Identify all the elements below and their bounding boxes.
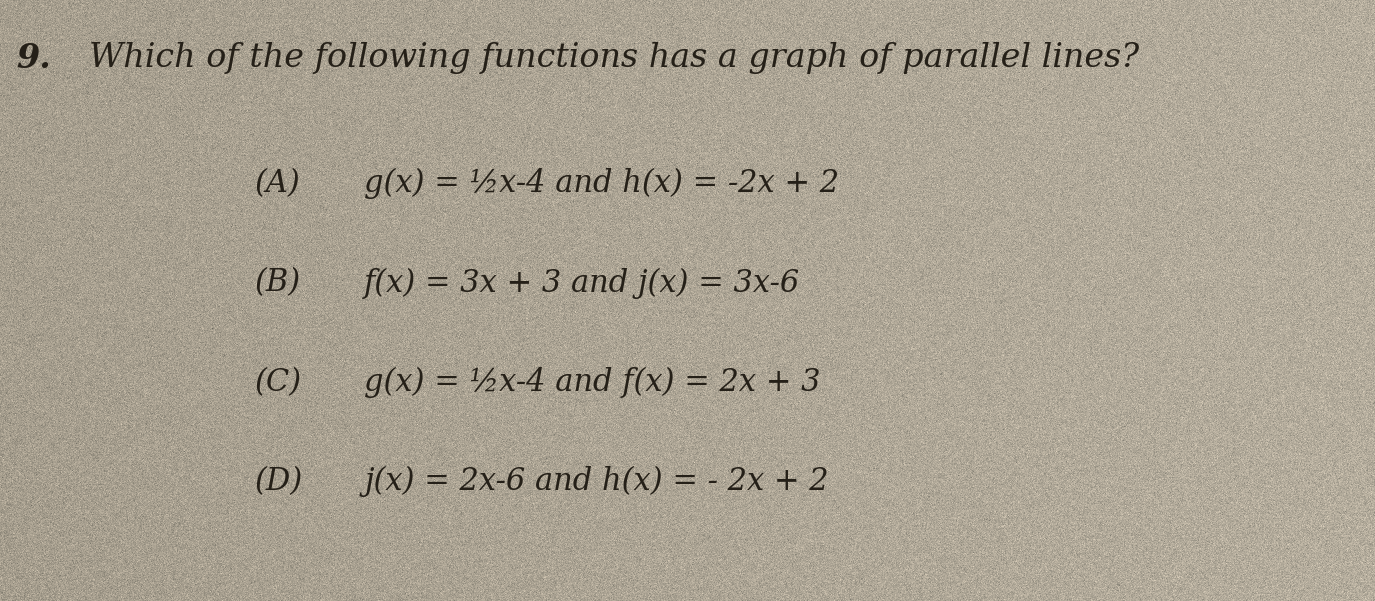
- Text: 9.: 9.: [16, 42, 51, 75]
- Text: j(x) = 2x-6 and h(x) = - 2x + 2: j(x) = 2x-6 and h(x) = - 2x + 2: [364, 466, 829, 497]
- Text: (C): (C): [254, 367, 301, 398]
- Text: (A): (A): [254, 168, 300, 200]
- Text: g(x) = ½x-4 and f(x) = 2x + 3: g(x) = ½x-4 and f(x) = 2x + 3: [364, 367, 821, 398]
- Text: Which of the following functions has a graph of parallel lines?: Which of the following functions has a g…: [89, 42, 1140, 74]
- Text: f(x) = 3x + 3 and j(x) = 3x-6: f(x) = 3x + 3 and j(x) = 3x-6: [364, 267, 800, 299]
- Text: g(x) = ½x-4 and h(x) = -2x + 2: g(x) = ½x-4 and h(x) = -2x + 2: [364, 168, 840, 200]
- Text: (B): (B): [254, 267, 301, 299]
- Text: (D): (D): [254, 466, 302, 497]
